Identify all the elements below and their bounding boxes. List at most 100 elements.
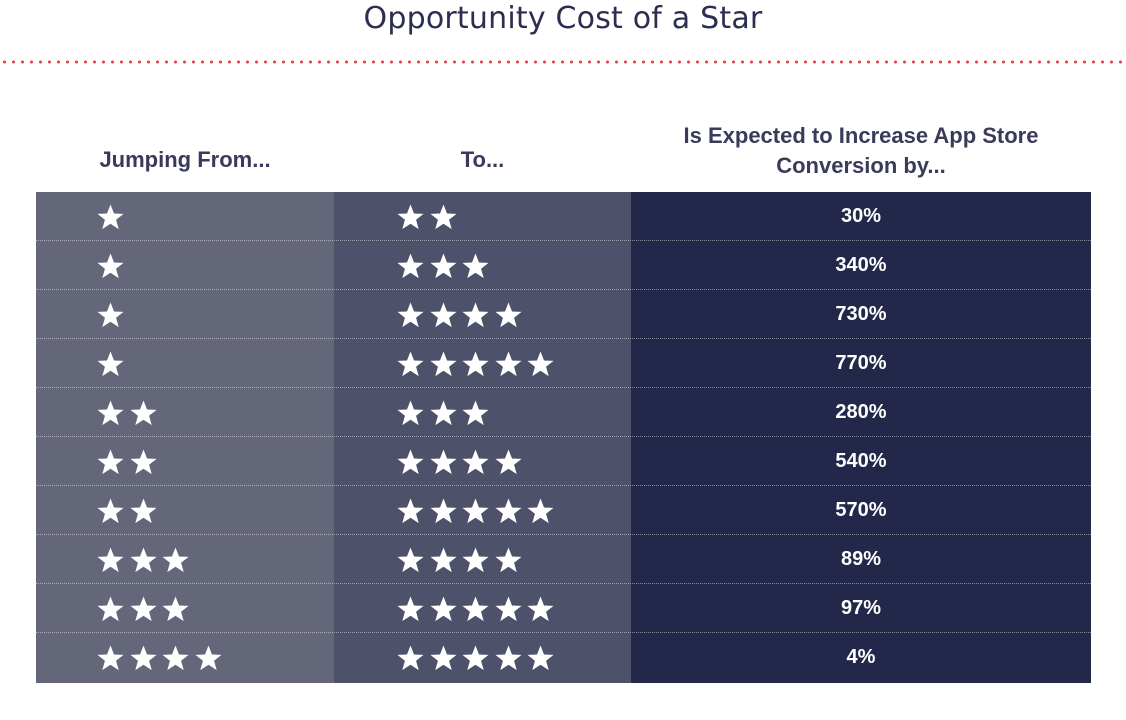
star-icon: [429, 252, 458, 280]
star-icon: [129, 399, 158, 427]
row-divider: [36, 583, 1091, 584]
star-icon: [396, 203, 425, 231]
conversion-value: 30%: [840, 205, 882, 227]
star-icon: [526, 350, 555, 378]
star-icon: [129, 644, 158, 672]
star-icon: [429, 301, 458, 329]
star-icon: [396, 399, 425, 427]
star-icon: [396, 252, 425, 280]
table-row: 97%: [36, 584, 1091, 633]
star-icon: [396, 644, 425, 672]
star-icon: [194, 644, 223, 672]
star-icon: [461, 546, 490, 574]
conversion-value: 540%: [835, 450, 887, 472]
star-icon: [96, 644, 125, 672]
star-icon: [461, 301, 490, 329]
table-row: 730%: [36, 290, 1091, 339]
star-icon: [494, 546, 523, 574]
from-stars-cell: [96, 584, 326, 633]
from-stars-cell: [96, 486, 326, 535]
star-icon: [429, 595, 458, 623]
row-divider: [36, 436, 1091, 437]
star-icon: [526, 497, 555, 525]
to-stars-cell: [396, 388, 626, 437]
star-icon: [429, 203, 458, 231]
row-divider: [36, 240, 1091, 241]
star-conversion-table: 30% 340% 730% 770% 280% 540% 570% 89% 97% 4%: [36, 192, 1091, 683]
row-divider: [36, 632, 1091, 633]
to-stars-cell: [396, 535, 626, 584]
conversion-value: 770%: [835, 352, 887, 374]
conversion-column-background: [631, 192, 1091, 683]
star-icon: [96, 203, 125, 231]
conversion-value: 570%: [835, 499, 887, 521]
to-stars-cell: [396, 437, 626, 486]
star-icon: [429, 644, 458, 672]
star-icon: [396, 301, 425, 329]
to-stars-cell: [396, 192, 626, 241]
star-icon: [96, 350, 125, 378]
star-icon: [396, 497, 425, 525]
conversion-value: 89%: [840, 548, 882, 570]
table-row: 770%: [36, 339, 1091, 388]
table-row: 540%: [36, 437, 1091, 486]
star-icon: [96, 448, 125, 476]
star-icon: [396, 350, 425, 378]
to-stars-cell: [396, 290, 626, 339]
row-divider: [36, 387, 1091, 388]
star-icon: [396, 448, 425, 476]
star-icon: [494, 497, 523, 525]
from-stars-cell: [96, 290, 326, 339]
chart-title: Opportunity Cost of a Star: [363, 1, 763, 36]
star-icon: [96, 252, 125, 280]
star-icon: [129, 546, 158, 574]
conversion-value: 97%: [840, 597, 882, 619]
star-icon: [429, 448, 458, 476]
table-row: 340%: [36, 241, 1091, 290]
row-divider: [36, 338, 1091, 339]
star-icon: [96, 399, 125, 427]
star-icon: [161, 546, 190, 574]
table-row: 4%: [36, 633, 1091, 682]
row-divider: [36, 485, 1091, 486]
column-header-conversion: Is Expected to Increase App Store Conver…: [683, 123, 1039, 178]
table-row: 570%: [36, 486, 1091, 535]
conversion-value: 4%: [846, 646, 876, 668]
to-stars-cell: [396, 339, 626, 388]
to-stars-cell: [396, 241, 626, 290]
star-icon: [461, 644, 490, 672]
star-icon: [461, 399, 490, 427]
star-icon: [129, 497, 158, 525]
table-row: 89%: [36, 535, 1091, 584]
star-icon: [396, 546, 425, 574]
title-divider: [0, 60, 1126, 64]
column-header-to: To...: [460, 147, 505, 172]
star-icon: [429, 399, 458, 427]
star-icon: [396, 595, 425, 623]
star-icon: [494, 301, 523, 329]
from-stars-cell: [96, 633, 326, 682]
to-stars-cell: [396, 633, 626, 682]
table-row: 280%: [36, 388, 1091, 437]
conversion-value: 730%: [835, 303, 887, 325]
from-column-background: [36, 192, 334, 683]
star-icon: [161, 595, 190, 623]
row-divider: [36, 534, 1091, 535]
to-stars-cell: [396, 584, 626, 633]
from-stars-cell: [96, 192, 326, 241]
star-icon: [161, 644, 190, 672]
column-header-from: Jumping From...: [99, 147, 271, 172]
from-stars-cell: [96, 437, 326, 486]
star-icon: [429, 350, 458, 378]
star-icon: [461, 252, 490, 280]
from-stars-cell: [96, 388, 326, 437]
star-icon: [461, 448, 490, 476]
conversion-value: 280%: [835, 401, 887, 423]
star-icon: [526, 644, 555, 672]
star-icon: [526, 595, 555, 623]
star-icon: [96, 595, 125, 623]
star-icon: [461, 350, 490, 378]
table-row: 30%: [36, 192, 1091, 241]
to-stars-cell: [396, 486, 626, 535]
star-icon: [494, 350, 523, 378]
